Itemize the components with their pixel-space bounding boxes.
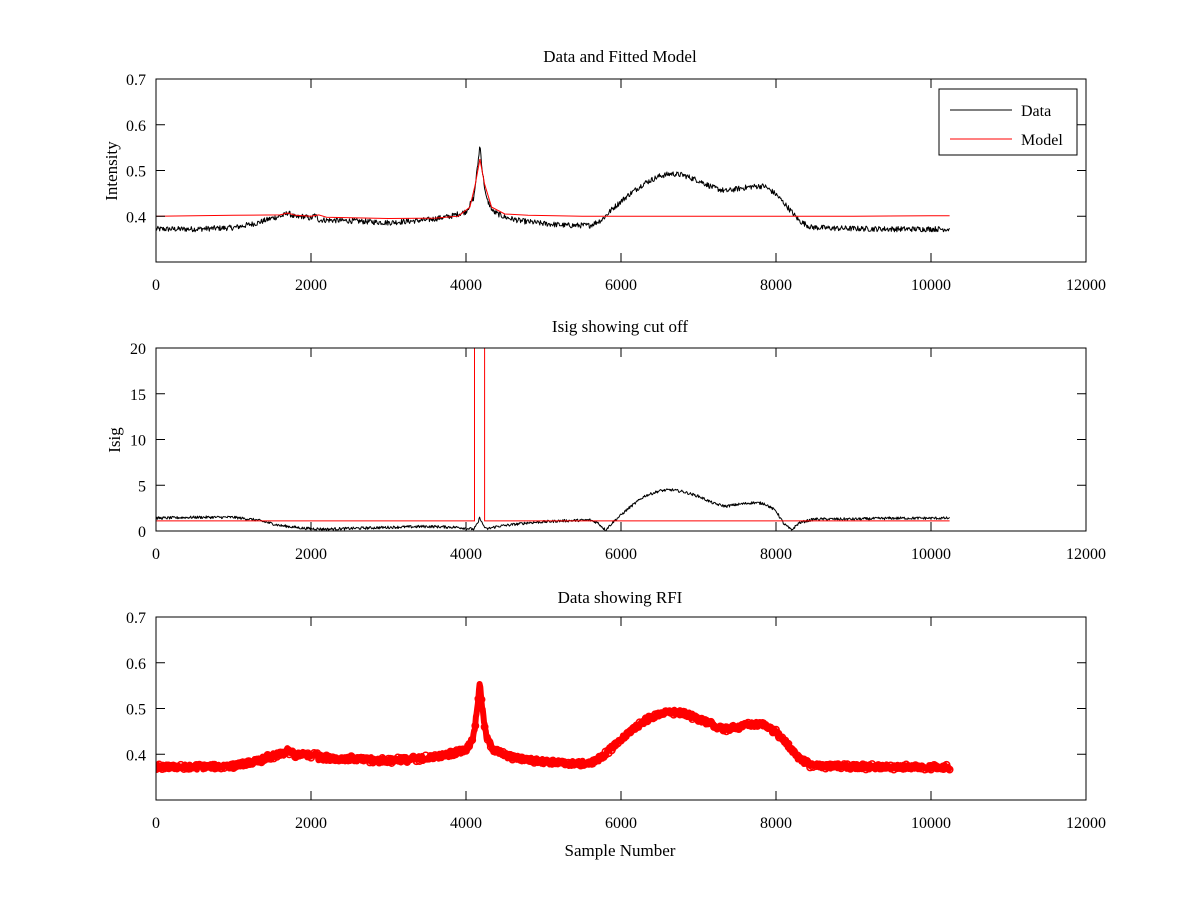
series-group xyxy=(156,681,954,774)
rfi-point xyxy=(480,722,489,731)
legend-box xyxy=(938,88,1078,156)
x-tick-label: 4000 xyxy=(450,546,482,563)
y-tick-label: 0.7 xyxy=(126,610,146,627)
panel-3: Data showing RFI Sample Number 0 2000 4000… xyxy=(126,588,1106,860)
y-tick-label: 0.4 xyxy=(126,209,146,226)
y-tick-label: 5 xyxy=(138,478,146,495)
rfi-point xyxy=(803,756,811,765)
rfi-point xyxy=(217,764,226,773)
rfi-point xyxy=(682,711,691,720)
rfi-point xyxy=(474,694,483,703)
y-tick-label: 0.4 xyxy=(126,747,146,764)
rfi-point xyxy=(204,761,213,770)
rfi-point xyxy=(226,763,235,772)
x-tick-label: 6000 xyxy=(605,277,637,294)
rfi-point xyxy=(610,739,619,748)
panel-1-legend: Data Model xyxy=(938,88,1078,156)
panel-2: Isig showing cut off Isig 0 2000 4000 6000 8… xyxy=(105,317,1106,563)
y-tick-label: 15 xyxy=(130,387,146,404)
panel-3-plot: 0 2000 4000 6000 8000 10000 12000 0.4 0.5 0.6 0.7 xyxy=(126,610,1106,832)
rfi-point xyxy=(245,760,253,769)
rfi-point xyxy=(310,749,319,757)
y-tick-label: 0.7 xyxy=(126,72,146,89)
y-tick-label: 0.5 xyxy=(126,702,146,719)
x-tick-label: 0 xyxy=(152,815,160,832)
x-tick-label: 10000 xyxy=(911,815,951,832)
panel-1-title: Data and Fitted Model xyxy=(543,47,697,66)
x-tick-label: 12000 xyxy=(1066,277,1106,294)
x-tick-label: 10000 xyxy=(911,277,951,294)
series-isig xyxy=(156,488,950,531)
legend-label-data: Data xyxy=(1021,103,1051,120)
rfi-point xyxy=(775,733,784,742)
rfi-point xyxy=(524,755,532,764)
series-model xyxy=(156,159,950,220)
panel-1-ylabel: Intensity xyxy=(102,141,121,201)
y-tick-label: 0.5 xyxy=(126,164,146,181)
rfi-point xyxy=(396,754,405,762)
series-group xyxy=(156,146,950,233)
x-tick-label: 10000 xyxy=(911,546,951,563)
x-tick-label: 12000 xyxy=(1066,546,1106,563)
rfi-point xyxy=(896,764,904,773)
panel-1-plot: 0 2000 4000 6000 8000 10000 12000 0.4 0.5 0.6 0.7 xyxy=(126,72,1106,294)
x-tick-label: 2000 xyxy=(295,277,327,294)
rfi-point xyxy=(945,765,954,774)
x-tick-label: 6000 xyxy=(605,815,637,832)
rfi-point xyxy=(849,760,858,769)
legend-label-model: Model xyxy=(1021,132,1063,149)
y-tick-label: 0.6 xyxy=(126,656,146,673)
x-tick-label: 8000 xyxy=(760,277,792,294)
rfi-point xyxy=(502,750,511,759)
rfi-point xyxy=(815,760,824,769)
x-tick-label: 8000 xyxy=(760,815,792,832)
rfi-point xyxy=(353,753,362,762)
rfi-point xyxy=(483,735,492,744)
rfi-point xyxy=(471,721,480,730)
y-tick-label: 0.6 xyxy=(126,118,146,135)
x-tick-label: 0 xyxy=(152,277,160,294)
series-cut-off xyxy=(156,348,950,522)
x-tick-label: 8000 xyxy=(760,546,792,563)
panel-1: Data and Fitted Model Intensity 0 2000 400… xyxy=(102,47,1106,294)
x-tick-label: 0 xyxy=(152,546,160,563)
rfi-point xyxy=(468,736,477,745)
rfi-point xyxy=(635,718,644,727)
y-tick-label: 0 xyxy=(138,524,146,541)
panel-3-title: Data showing RFI xyxy=(558,588,683,607)
x-tick-label: 4000 xyxy=(450,277,482,294)
x-tick-label: 6000 xyxy=(605,546,637,563)
panel-3-xlabel: Sample Number xyxy=(565,841,676,860)
y-tick-label: 10 xyxy=(130,433,146,450)
rfi-point xyxy=(465,742,474,751)
rfi-point xyxy=(840,760,849,769)
y-tick-label: 20 xyxy=(130,341,146,358)
rfi-point xyxy=(623,729,632,737)
x-tick-label: 2000 xyxy=(295,815,327,832)
rfi-point xyxy=(477,695,486,704)
panel-2-plot: 0 2000 4000 6000 8000 10000 12000 0 5 10 15 20 xyxy=(130,341,1106,563)
rfi-point xyxy=(607,746,616,755)
x-tick-label: 12000 xyxy=(1066,815,1106,832)
x-tick-label: 4000 xyxy=(450,815,482,832)
rfi-point xyxy=(772,725,780,734)
panel-2-title: Isig showing cut off xyxy=(552,317,688,336)
panel-2-ylabel: Isig xyxy=(105,427,124,453)
x-tick-label: 2000 xyxy=(295,546,327,563)
rfi-point xyxy=(300,749,309,758)
series-group xyxy=(156,348,950,531)
